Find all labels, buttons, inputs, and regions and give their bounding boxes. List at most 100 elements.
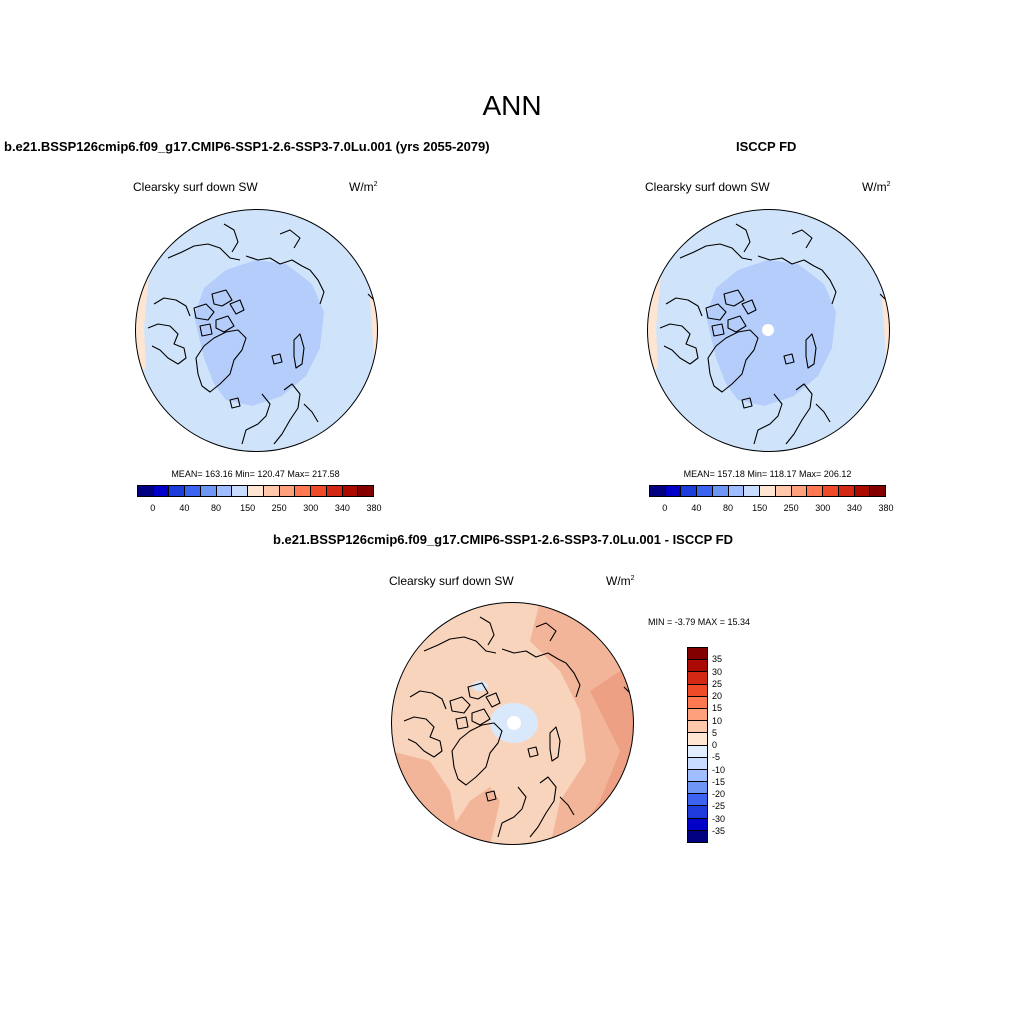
- main-title: ANN: [482, 90, 542, 121]
- colorbar-tick-label: -25: [712, 801, 726, 812]
- panel2-variable-label: Clearsky surf down SW: [645, 180, 770, 194]
- colorbar-tick-label: 340: [334, 503, 350, 513]
- coastline: [527, 746, 539, 758]
- panel3-title: b.e21.BSSP126cmip6.f09_g17.CMIP6-SSP1-2.…: [273, 532, 734, 547]
- coastline: [565, 662, 581, 698]
- colorbar-tick-label: 340: [846, 503, 862, 513]
- coastline: [815, 403, 831, 423]
- coastlines: [659, 223, 887, 445]
- coastline: [529, 776, 557, 838]
- coastline: [167, 243, 241, 261]
- coastline: [497, 786, 527, 838]
- coastline: [309, 269, 325, 305]
- coastline: [707, 329, 759, 393]
- colorbar-swatch: [744, 486, 761, 496]
- coastline: [273, 383, 301, 445]
- coastline: [665, 297, 703, 317]
- coastline: [805, 333, 817, 369]
- colorbar-swatch: [681, 486, 698, 496]
- colorbar-tick-label: 40: [179, 503, 190, 513]
- colorbar-swatch: [216, 486, 233, 496]
- colorbar-swatch: [807, 486, 824, 496]
- coastline: [723, 289, 745, 307]
- colorbar-tick-label: 80: [210, 503, 222, 513]
- coastline: [211, 289, 233, 307]
- coastline: [659, 323, 699, 365]
- colorbar-tick-label: 20: [712, 691, 723, 701]
- colorbar-swatch: [295, 486, 312, 496]
- coastline: [741, 397, 753, 409]
- coastline: [195, 329, 247, 393]
- colorbar-swatch: [311, 486, 327, 496]
- coastline: [467, 682, 489, 700]
- panel3-minmax: MIN = -3.79 MAX = 15.34: [648, 617, 751, 627]
- colorbar-tick-label: -35: [712, 825, 726, 836]
- panel3-polar-map: [391, 602, 634, 845]
- colorbar-swatch: [775, 486, 792, 496]
- colorbar-swatch: [688, 782, 707, 795]
- coastline: [753, 393, 783, 445]
- coastline: [559, 796, 575, 816]
- colorbar-tick-label: 300: [303, 503, 319, 513]
- colorbar-swatch: [279, 486, 296, 496]
- coastline: [757, 255, 823, 271]
- colorbar-swatch: [697, 486, 713, 496]
- panel1-stats: MEAN= 163.16 Min= 120.47 Max= 217.58: [171, 469, 340, 479]
- colorbar-swatch: [665, 486, 682, 496]
- colorbar-swatch: [688, 757, 707, 770]
- colorbar-tick-label: 5: [712, 727, 718, 738]
- colorbar-swatch: [688, 672, 707, 685]
- pole-hole: [762, 324, 774, 336]
- panel3-colorbar: [687, 647, 708, 843]
- panel1-title: b.e21.BSSP126cmip6.f09_g17.CMIP6-SSP1-2.…: [4, 139, 490, 154]
- colorbar-swatch: [823, 486, 839, 496]
- colorbar-swatch: [358, 486, 374, 496]
- map-border: [647, 209, 890, 452]
- colorbar-swatch: [688, 733, 707, 746]
- colorbar-swatch: [688, 806, 707, 819]
- panel2-polar-map: [647, 209, 890, 452]
- coastline: [279, 229, 301, 249]
- coastline: [409, 690, 447, 710]
- colorbar-tick-label: 40: [691, 503, 702, 513]
- colorbar-swatch: [688, 745, 707, 758]
- coastline: [785, 383, 813, 445]
- colorbar-tick-label: 25: [712, 678, 723, 689]
- colorbar-tick-label: -30: [712, 813, 726, 824]
- coastline: [485, 692, 501, 708]
- colorbar-swatch: [650, 486, 666, 496]
- colorbar-swatch: [688, 794, 707, 807]
- coastline: [783, 353, 795, 365]
- coastline: [403, 716, 443, 758]
- map-border: [135, 209, 378, 452]
- colorbar-swatch: [263, 486, 280, 496]
- coastline: [791, 229, 813, 249]
- coastline: [293, 333, 305, 369]
- colorbar-tick-label: 15: [712, 703, 723, 714]
- colorbar-tick-label: 0: [712, 740, 718, 750]
- coastline: [241, 393, 271, 445]
- panel2-colorbar: [649, 485, 886, 497]
- coastline: [735, 223, 751, 253]
- panel1-variable-label: Clearsky surf down SW: [133, 180, 258, 194]
- coastline: [455, 716, 469, 730]
- coastline: [147, 323, 187, 365]
- panel1-units: W/m2: [349, 180, 378, 194]
- coastline: [245, 255, 311, 271]
- coastline: [451, 722, 503, 786]
- colorbar-swatch: [326, 486, 343, 496]
- colorbar-swatch: [728, 486, 745, 496]
- colorbar-swatch: [688, 648, 707, 661]
- coastlines: [403, 616, 631, 838]
- colorbar-tick-label: 300: [815, 503, 831, 513]
- panel3-variable-label: Clearsky surf down SW: [389, 574, 514, 588]
- coastline: [271, 353, 283, 365]
- colorbar-swatch: [232, 486, 249, 496]
- coastline: [471, 708, 491, 726]
- colorbar-tick-label: 0: [150, 503, 156, 513]
- coastline: [549, 726, 561, 762]
- colorbar-tick-label: 380: [878, 503, 894, 513]
- colorbar-swatch: [153, 486, 170, 496]
- colorbar-tick-label: -20: [712, 789, 726, 799]
- colorbar-swatch: [342, 486, 359, 496]
